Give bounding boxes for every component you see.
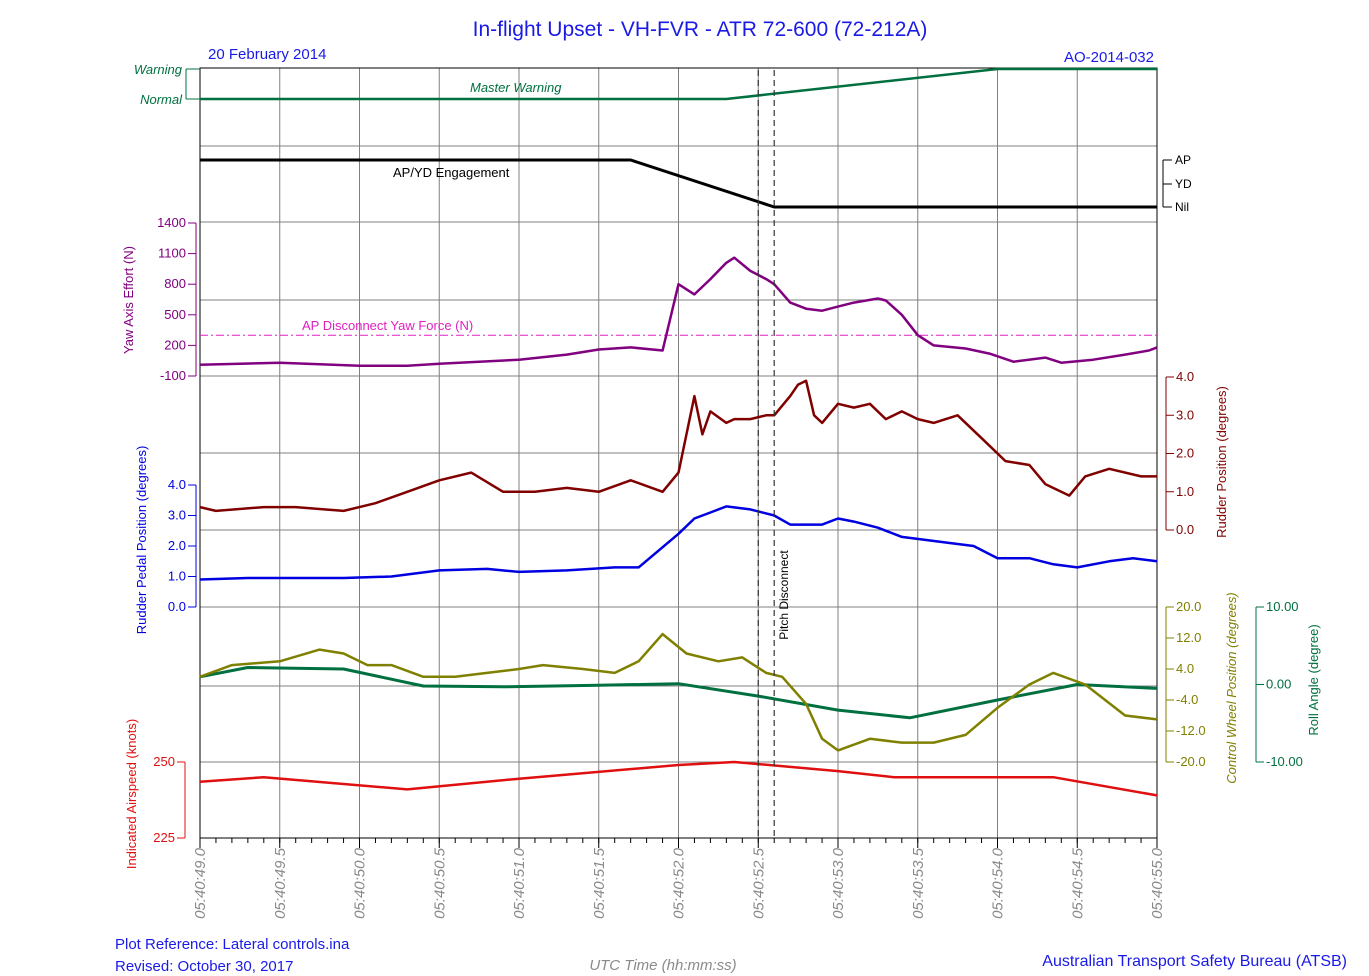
airspeed-tick-label: 225 (153, 830, 175, 845)
x-tick-label: 05:40:54.0 (990, 847, 1007, 919)
airspeed-y-label: Indicated Airspeed (knots) (124, 719, 139, 869)
x-tick-label: 05:40:53.5 (910, 847, 927, 919)
yaw-tick-label: -100 (160, 368, 186, 383)
rudder-pedal-tick-label: 0.0 (168, 599, 186, 614)
rudder-pedal-tick-label: 4.0 (168, 477, 186, 492)
control-wheel-tick-label: 20.0 (1176, 599, 1201, 614)
x-tick-label: 05:40:49.5 (272, 847, 289, 919)
yaw-y-label: Yaw Axis Effort (N) (121, 246, 136, 354)
organisation-label: Australian Transport Safety Bureau (ATSB… (1042, 953, 1347, 970)
roll-angle-y-label: Roll Angle (degree) (1306, 624, 1321, 735)
control-wheel-line (199, 632, 1158, 752)
revised-date: Revised: October 30, 2017 (115, 958, 293, 975)
x-tick-label: 05:40:51.5 (591, 847, 608, 919)
airspeed-line (199, 760, 1158, 797)
roll-angle-tick-label: -10.00 (1266, 754, 1303, 769)
ap-yd-tick-label: AP (1175, 153, 1191, 167)
date-label: 20 February 2014 (208, 46, 326, 63)
x-tick-label: 05:40:50.0 (352, 847, 369, 919)
grid (199, 68, 1158, 838)
x-tick-label: 05:40:53.0 (830, 847, 847, 919)
yaw-effort-panel: -100 200 500 800 1100 1400 Yaw Axis Effort (N)… (121, 215, 1158, 383)
ap-yd-tick-label: YD (1175, 177, 1192, 191)
master-warning-panel: Warning Normal Master Warning (134, 62, 1157, 107)
master-warning-tick-label: Normal (140, 92, 183, 107)
x-axis: 05:40:49.0 05:40:49.5 05:40:50.0 05:40:50.5… (192, 838, 1166, 919)
control-wheel-panel: 20.0 12.0 4.0 -4.0 -12.0 -20.0 Control Wheel P… (199, 592, 1321, 784)
rudder-pedal-y-label: Rudder Pedal Position (degrees) (134, 446, 149, 635)
roll-angle-tick-label: 0.00 (1266, 677, 1291, 692)
master-warning-label: Master Warning (470, 80, 562, 95)
rudder-position-y-label: Rudder Position (degrees) (1214, 386, 1229, 538)
yaw-tick-label: 1100 (158, 246, 186, 261)
x-tick-label: 05:40:51.0 (511, 847, 528, 919)
rudder-position-tick-label: 3.0 (1176, 407, 1194, 422)
ap-yd-line (200, 158, 1157, 209)
report-id-label: AO-2014-032 (1064, 49, 1154, 66)
x-tick-label: 05:40:49.0 (192, 847, 209, 919)
rudder-position-line (199, 379, 1157, 513)
master-warning-line (200, 67, 1157, 101)
airspeed-tick-label: 250 (153, 754, 175, 769)
pitch-disconnect-label: Pitch Disconnect (777, 550, 791, 640)
control-wheel-tick-label: 4.0 (1176, 661, 1194, 676)
yaw-tick-label: 1400 (157, 215, 186, 230)
rudder-pedal-line (199, 505, 1158, 581)
yaw-effort-line (199, 256, 1158, 368)
rudder-position-tick-label: 4.0 (1176, 369, 1194, 384)
x-tick-label: 05:40:55.0 (1149, 847, 1166, 919)
rudder-position-tick-label: 2.0 (1176, 446, 1194, 461)
control-wheel-tick-label: 12.0 (1176, 630, 1201, 645)
ap-yd-panel: AP YD Nil AP/YD Engagement (200, 153, 1192, 214)
rudder-position-tick-label: 0.0 (1176, 522, 1194, 537)
plot-reference: Plot Reference: Lateral controls.ina (115, 936, 350, 953)
roll-angle-line (199, 666, 1158, 720)
roll-angle-tick-label: 10.00 (1266, 599, 1299, 614)
yaw-tick-label: 800 (164, 276, 186, 291)
airspeed-panel: 225 250 Indicated Airspeed (knots) (124, 719, 1158, 869)
rudder-position-tick-label: 1.0 (1176, 484, 1194, 499)
rudder-panel: 0.0 1.0 2.0 3.0 4.0 Rudder Position (degrees)… (134, 369, 1229, 634)
x-tick-label: 05:40:50.5 (431, 847, 448, 919)
rudder-pedal-tick-label: 1.0 (168, 569, 186, 584)
ap-disconnect-threshold-label: AP Disconnect Yaw Force (N) (302, 318, 473, 333)
control-wheel-tick-label: -4.0 (1176, 692, 1198, 707)
x-tick-label: 05:40:52.5 (750, 847, 767, 919)
x-axis-label: UTC Time (hh:mm:ss) (589, 957, 736, 974)
yaw-tick-label: 200 (164, 337, 186, 352)
rudder-pedal-tick-label: 3.0 (168, 508, 186, 523)
control-wheel-y-label: Control Wheel Position (degrees) (1224, 592, 1239, 783)
control-wheel-tick-label: -20.0 (1176, 754, 1206, 769)
event-markers: Pitch Disconnect (757, 70, 791, 838)
x-tick-label: 05:40:52.0 (671, 847, 688, 919)
control-wheel-tick-label: -12.0 (1176, 723, 1206, 738)
yaw-tick-label: 500 (164, 307, 186, 322)
x-tick-label: 05:40:54.5 (1069, 847, 1086, 919)
chart-title: In-flight Upset - VH-FVR - ATR 72-600 (7… (473, 18, 928, 41)
rudder-pedal-tick-label: 2.0 (168, 538, 186, 553)
ap-yd-tick-label: Nil (1175, 200, 1189, 214)
ap-yd-label: AP/YD Engagement (393, 165, 510, 180)
master-warning-tick-label: Warning (134, 62, 183, 77)
